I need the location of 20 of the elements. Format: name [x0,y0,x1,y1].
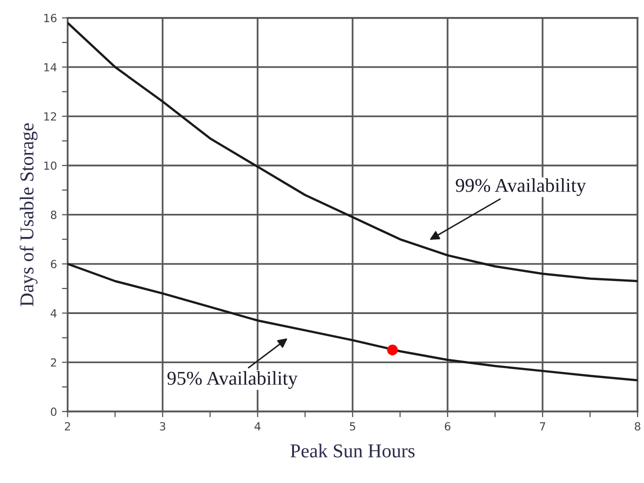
y-tick-label: 0 [50,407,56,416]
y-tick-label: 16 [44,14,57,22]
x-tick-label: 3 [160,422,166,431]
x-tick-label: 5 [350,422,356,431]
y-tick-label: 8 [50,210,56,220]
y-tick-label: 6 [50,260,57,268]
x-tick-label: 6 [444,422,450,431]
y-axis-title: Days of Usable Storage [20,123,38,306]
x-tick-label: 7 [540,422,546,430]
y-tick-label: 12 [44,112,56,121]
x-axis-title: Peak Sun Hours [290,444,415,458]
annotation: 99% Availability [456,178,586,196]
y-tick-label: 14 [44,63,57,72]
annotation: 95% Availability [167,371,298,389]
x-tick-label: 4 [254,422,261,430]
y-tick-label: 2 [50,358,56,367]
y-tick-label: 10 [44,161,56,170]
x-tick-label: 8 [634,422,640,431]
x-tick-label: 2 [64,422,70,430]
y-tick-label: 4 [50,309,57,318]
